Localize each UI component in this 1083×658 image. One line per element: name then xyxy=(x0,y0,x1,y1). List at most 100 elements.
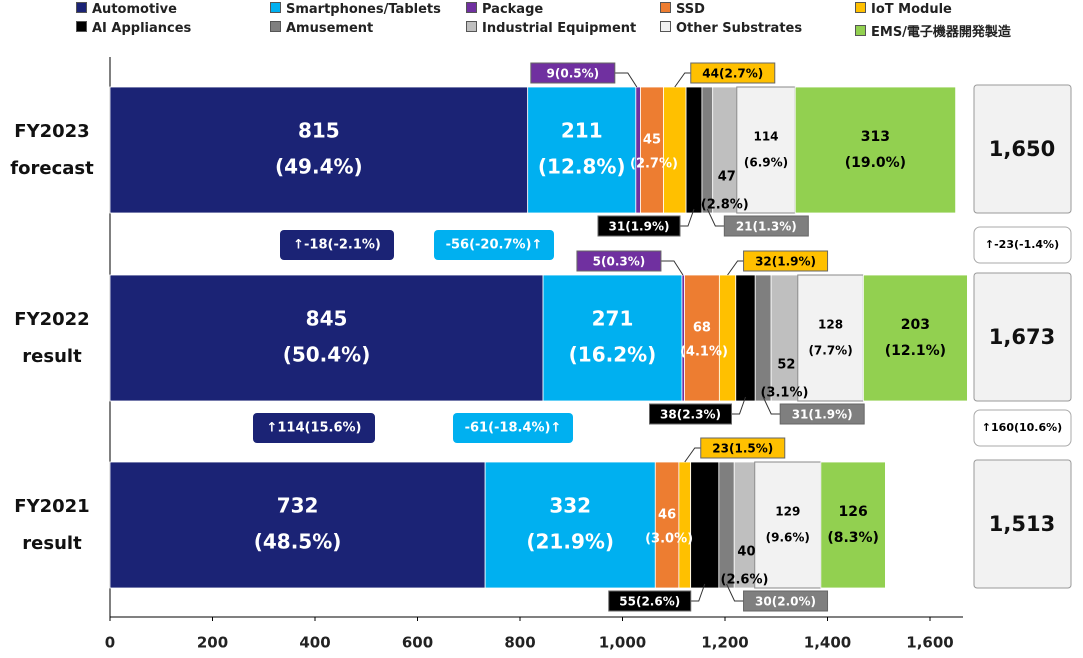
callout-ai-leader xyxy=(690,583,706,602)
callout-ai-box xyxy=(597,215,681,237)
x-tick-label: 600 xyxy=(402,634,433,652)
data-label: (2.7%) xyxy=(630,157,678,172)
callout-amusement-label: 21(1.3%) xyxy=(736,220,797,234)
data-label: (8.3%) xyxy=(827,530,879,546)
bar-segment xyxy=(640,86,664,214)
data-label: (16.2%) xyxy=(569,343,657,367)
data-label: 40 xyxy=(737,545,755,560)
callout-ai-leader xyxy=(679,208,695,227)
callout-ai-box xyxy=(649,403,732,425)
bar-segment xyxy=(770,274,799,402)
legend-label: Industrial Equipment xyxy=(482,21,637,36)
x-tick-label: 1,200 xyxy=(701,634,748,652)
change-label-smartphones: -56(-20.7%)↑ xyxy=(446,238,543,253)
bar-segment xyxy=(718,274,737,402)
data-label: (12.1%) xyxy=(885,343,946,359)
data-label: 271 xyxy=(592,307,634,331)
data-label: 52 xyxy=(777,358,795,373)
legend-label: Smartphones/Tablets xyxy=(286,2,441,17)
legend-item-0: Automotive xyxy=(76,2,177,17)
data-label: (21.9%) xyxy=(526,530,614,554)
data-label: (49.4%) xyxy=(275,155,363,179)
legend-swatch xyxy=(855,2,866,13)
data-label: (2.8%) xyxy=(701,198,749,213)
data-label: 47 xyxy=(718,170,736,185)
data-label: 45 xyxy=(643,133,661,148)
data-label: 203 xyxy=(901,317,930,333)
legend-label: Automotive xyxy=(92,2,177,17)
bar-segment xyxy=(654,461,680,589)
bar-segment xyxy=(484,461,656,589)
legend-swatch xyxy=(270,2,281,13)
legend-swatch xyxy=(660,2,671,13)
bar-segment xyxy=(754,274,772,402)
category-label: forecast xyxy=(10,158,94,179)
x-tick-label: 800 xyxy=(504,634,535,652)
data-label: 68 xyxy=(693,321,711,336)
change-label-smartphones: -61(-18.4%)↑ xyxy=(465,421,562,436)
callout-ai-label: 55(2.6%) xyxy=(619,595,680,609)
data-label: 732 xyxy=(277,494,319,518)
data-label: 845 xyxy=(306,307,348,331)
callout-ai-label: 38(2.3%) xyxy=(660,408,721,422)
data-label: 815 xyxy=(298,119,340,143)
legend-swatch xyxy=(466,2,477,13)
legend-label: SSD xyxy=(676,2,705,17)
legend-item-5: AI Appliances xyxy=(76,21,191,36)
bar-segment xyxy=(754,461,822,589)
callout-package-label: 5(0.3%) xyxy=(593,255,646,269)
callout-amusement-box xyxy=(743,590,829,612)
category-label: FY2021 xyxy=(14,496,89,517)
bar-segment xyxy=(797,274,864,402)
bar-segment xyxy=(663,86,687,214)
change-box-smartphones xyxy=(434,230,554,260)
legend-item-4: IoT Module xyxy=(855,2,952,17)
legend-label: Amusement xyxy=(286,21,374,36)
bar-segment xyxy=(635,86,641,214)
callout-amusement-label: 31(1.9%) xyxy=(792,408,853,422)
change-label-total: ↑-23(-1.4%) xyxy=(985,238,1059,251)
bar-segment xyxy=(527,86,637,214)
callout-iot-box xyxy=(690,62,776,84)
callout-amusement-leader xyxy=(726,583,744,602)
callout-package-box xyxy=(576,250,662,272)
change-label-automotive: ↑-18(-2.1%) xyxy=(293,238,381,253)
legend-swatch xyxy=(76,2,87,13)
data-label: (12.8%) xyxy=(538,155,626,179)
callout-amusement-leader xyxy=(706,208,725,227)
callout-iot-label: 44(2.7%) xyxy=(702,67,763,81)
data-label: (3.1%) xyxy=(760,386,808,401)
callout-ai-leader xyxy=(731,396,746,415)
bar-segment xyxy=(701,86,714,214)
callout-amusement-box xyxy=(779,403,865,425)
data-label: (48.5%) xyxy=(254,530,342,554)
category-label: result xyxy=(22,533,82,554)
bar-segment xyxy=(736,86,796,214)
bar-segment xyxy=(542,274,683,402)
total-box xyxy=(973,84,1072,214)
legend-swatch xyxy=(466,21,477,32)
legend-item-1: Smartphones/Tablets xyxy=(270,2,441,17)
legend-item-9: EMS/電子機器開発製造 xyxy=(855,21,1011,40)
bar-segment xyxy=(735,274,756,402)
bar-segment xyxy=(685,86,703,214)
legend-item-6: Amusement xyxy=(270,21,373,36)
bar-segment xyxy=(820,461,886,589)
data-label: 126 xyxy=(839,504,868,520)
legend-label: IoT Module xyxy=(871,2,952,17)
bar-segment xyxy=(109,86,529,214)
callout-amusement-label: 30(2.0%) xyxy=(755,595,816,609)
callout-iot-leader xyxy=(674,72,691,88)
legend-swatch xyxy=(270,21,281,32)
x-tick-label: 0 xyxy=(105,634,115,652)
bar-segment xyxy=(794,86,957,214)
callout-iot-label: 23(1.5%) xyxy=(712,442,773,456)
legend: Automotive Smartphones/Tablets Package SSD I… xyxy=(0,0,1083,40)
x-tick-label: 400 xyxy=(299,634,330,652)
bar-segment xyxy=(109,461,486,589)
data-label: (2.6%) xyxy=(721,573,769,588)
callout-iot-label: 32(1.9%) xyxy=(755,255,816,269)
data-label: (9.6%) xyxy=(766,531,810,545)
x-tick-label: 1,600 xyxy=(906,634,953,652)
legend-swatch xyxy=(76,21,87,32)
